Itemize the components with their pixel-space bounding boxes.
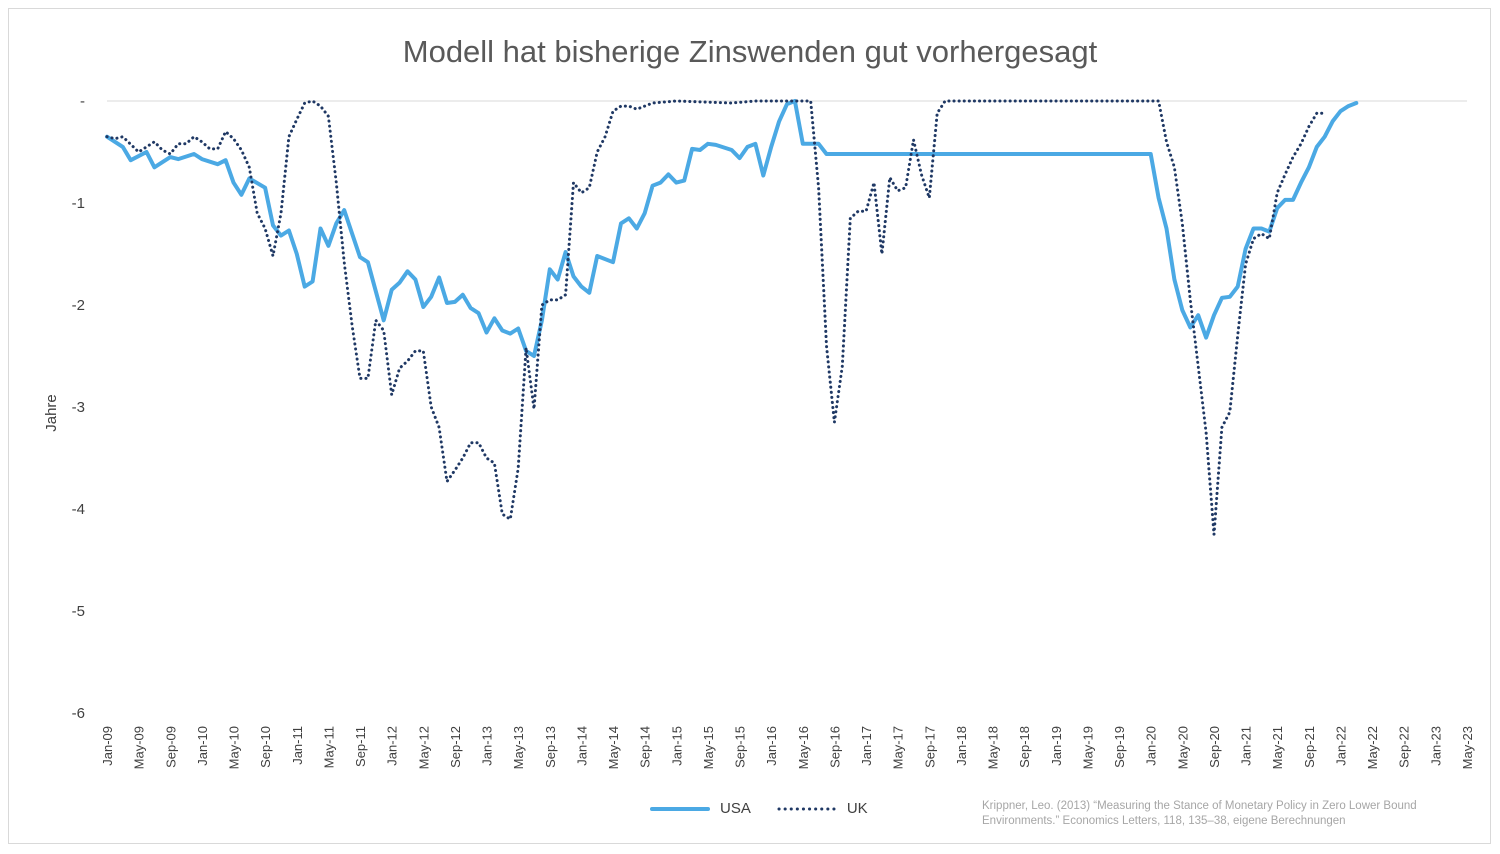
source-note: Krippner, Leo. (2013) “Measuring the Sta… bbox=[982, 799, 1482, 829]
x-tick-label: Sep-18 bbox=[1017, 726, 1032, 768]
legend-swatch-usa bbox=[650, 806, 710, 811]
legend-item-uk: UK bbox=[777, 800, 868, 817]
legend-swatch-uk bbox=[777, 807, 837, 810]
x-tick-label: Sep-15 bbox=[733, 726, 748, 768]
source-line-2: Environments.” Economics Letters, 118, 1… bbox=[982, 815, 1346, 827]
x-tick-label: May-13 bbox=[511, 726, 526, 769]
x-tick-label: Jan-16 bbox=[764, 726, 779, 766]
x-tick-label: May-11 bbox=[321, 726, 336, 768]
x-tick-label: Jan-09 bbox=[100, 726, 115, 766]
x-tick-label: Sep-22 bbox=[1397, 726, 1412, 768]
series-group bbox=[105, 99, 1359, 536]
x-tick-label: May-15 bbox=[701, 726, 716, 769]
x-tick-label: Sep-13 bbox=[543, 726, 558, 768]
x-tick-label: Sep-09 bbox=[163, 726, 178, 768]
chart-frame bbox=[8, 8, 1491, 844]
x-tick-label: May-23 bbox=[1460, 726, 1475, 769]
y-tick-label: -2 bbox=[72, 297, 85, 314]
x-tick-label: Sep-10 bbox=[258, 726, 273, 768]
x-tick-label: Jan-18 bbox=[954, 726, 969, 766]
source-line-1: Krippner, Leo. (2013) “Measuring the Sta… bbox=[982, 800, 1417, 812]
x-tick-label: Jan-22 bbox=[1333, 726, 1348, 766]
series-line-uk bbox=[105, 99, 1327, 536]
x-tick-label: May-20 bbox=[1175, 726, 1190, 769]
x-tick-label: Sep-20 bbox=[1207, 726, 1222, 768]
chart-legend: USA UK bbox=[650, 800, 884, 817]
x-tick-label: Sep-12 bbox=[448, 726, 463, 768]
y-tick-label: -4 bbox=[72, 501, 85, 518]
x-tick-label: Jan-13 bbox=[480, 726, 495, 766]
x-tick-label: Sep-11 bbox=[353, 726, 368, 767]
y-tick-label: - bbox=[80, 93, 85, 110]
x-tick-label: Jan-15 bbox=[669, 726, 684, 766]
y-tick-label: -3 bbox=[72, 399, 85, 416]
x-tick-label: Sep-16 bbox=[827, 726, 842, 768]
x-tick-label: Jan-17 bbox=[859, 726, 874, 766]
x-tick-label: Jan-11 bbox=[290, 726, 305, 765]
x-tick-label: Sep-17 bbox=[922, 726, 937, 768]
y-tick-label: -6 bbox=[72, 705, 85, 722]
x-tick-label: May-19 bbox=[1080, 726, 1095, 769]
y-tick-label: -5 bbox=[72, 603, 85, 620]
x-tick-label: May-14 bbox=[606, 726, 621, 769]
x-tick-label: Sep-19 bbox=[1112, 726, 1127, 768]
x-tick-label: Jan-23 bbox=[1428, 726, 1443, 766]
x-tick-label: Jan-19 bbox=[1049, 726, 1064, 766]
legend-item-usa: USA bbox=[650, 800, 751, 817]
x-tick-label: May-18 bbox=[986, 726, 1001, 769]
x-tick-label: Sep-14 bbox=[638, 726, 653, 768]
x-tick-label: May-17 bbox=[891, 726, 906, 769]
x-tick-label: May-09 bbox=[132, 726, 147, 769]
y-axis: - -1 -2 -3 -4 -5 -6 bbox=[72, 93, 1467, 722]
x-tick-label: Jan-14 bbox=[574, 726, 589, 766]
series-line-usa bbox=[105, 99, 1359, 358]
x-tick-label: May-16 bbox=[796, 726, 811, 769]
x-tick-label: May-12 bbox=[416, 726, 431, 769]
x-tick-label: May-22 bbox=[1365, 726, 1380, 769]
x-tick-label: May-21 bbox=[1270, 726, 1285, 769]
legend-label-uk: UK bbox=[846, 800, 868, 817]
x-tick-label: Jan-10 bbox=[195, 726, 210, 766]
y-axis-label: Jahre bbox=[43, 394, 60, 432]
x-tick-label: Jan-12 bbox=[385, 726, 400, 766]
x-tick-label: Jan-20 bbox=[1144, 726, 1159, 766]
x-axis: Jan-09 May-09 Sep-09 Jan-10 May-10 Sep-10 Jan-… bbox=[100, 726, 1475, 769]
chart-title: Modell hat bisherige Zinswenden gut vorh… bbox=[402, 34, 1098, 69]
legend-label-usa: USA bbox=[720, 800, 751, 817]
x-tick-label: May-10 bbox=[227, 726, 242, 769]
x-tick-label: Sep-21 bbox=[1302, 726, 1317, 768]
x-tick-label: Jan-21 bbox=[1239, 726, 1254, 766]
y-tick-label: -1 bbox=[72, 195, 85, 212]
